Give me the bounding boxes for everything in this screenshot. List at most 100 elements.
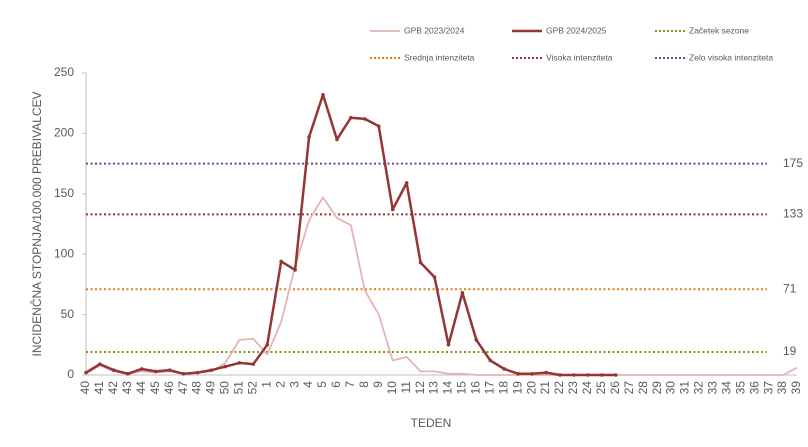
point bbox=[279, 259, 283, 264]
legend-label: Srednja intenziteta bbox=[404, 52, 475, 62]
x-tick-label: 38 bbox=[775, 381, 789, 395]
x-tick-label: 26 bbox=[608, 381, 622, 395]
x-tick-label: 45 bbox=[148, 381, 162, 395]
x-tick-label: 10 bbox=[385, 381, 399, 395]
series-line bbox=[85, 93, 616, 377]
threshold-label: 175 bbox=[783, 156, 803, 170]
point bbox=[418, 260, 423, 265]
x-tick-label: 31 bbox=[678, 381, 692, 395]
point bbox=[265, 343, 270, 347]
point bbox=[446, 343, 451, 347]
x-tick-label: 50 bbox=[218, 381, 232, 395]
x-tick-label: 29 bbox=[650, 381, 664, 395]
point bbox=[307, 135, 311, 139]
x-axis-title: TEDEN bbox=[411, 416, 452, 430]
x-tick-label: 17 bbox=[482, 381, 496, 395]
x-tick-label: 40 bbox=[78, 381, 92, 395]
x-tick-label: 37 bbox=[761, 381, 775, 395]
y-tick-label: 0 bbox=[67, 367, 74, 381]
point bbox=[558, 373, 562, 377]
x-tick-label: 13 bbox=[427, 381, 441, 395]
x-tick-label: 49 bbox=[204, 381, 218, 395]
legend-label: GPB 2023/2024 bbox=[404, 25, 465, 35]
threshold-label: 71 bbox=[783, 281, 797, 295]
x-tick-label: 28 bbox=[636, 381, 650, 395]
point bbox=[376, 124, 381, 128]
point bbox=[139, 367, 144, 371]
x-tick-label: 24 bbox=[580, 381, 594, 395]
x-tick-label: 14 bbox=[441, 381, 455, 395]
x-tick-label: 48 bbox=[190, 381, 204, 395]
x-tick-label: 23 bbox=[566, 381, 580, 395]
y-tick-label: 150 bbox=[54, 186, 74, 200]
point bbox=[237, 361, 242, 365]
legend-label: Začetek sezone bbox=[689, 25, 749, 35]
point bbox=[363, 117, 367, 121]
x-tick-label: 12 bbox=[413, 381, 427, 395]
x-tick-label: 11 bbox=[399, 381, 413, 394]
x-tick-label: 3 bbox=[287, 381, 301, 388]
x-tick-label: 32 bbox=[692, 381, 706, 395]
x-tick-label: 44 bbox=[134, 381, 148, 395]
x-tick-label: 41 bbox=[92, 381, 106, 395]
point bbox=[516, 371, 520, 376]
x-tick-label: 19 bbox=[510, 381, 524, 395]
x-tick-label: 52 bbox=[245, 381, 259, 395]
point bbox=[195, 370, 200, 375]
series-line bbox=[85, 196, 798, 376]
x-tick-label: 4 bbox=[301, 381, 315, 388]
point bbox=[209, 368, 214, 372]
point bbox=[572, 373, 576, 377]
x-tick-label: 16 bbox=[469, 381, 483, 395]
x-tick-label: 51 bbox=[232, 381, 246, 395]
x-tick-label: 7 bbox=[343, 381, 357, 388]
x-tick-label: 47 bbox=[176, 381, 190, 395]
point bbox=[98, 362, 102, 366]
y-axis-title: INCIDENČNA STOPNJA/100.000 PREBIVALCEV bbox=[29, 92, 44, 357]
point bbox=[223, 364, 228, 369]
x-tick-label: 1 bbox=[259, 381, 273, 388]
x-tick-label: 33 bbox=[706, 381, 720, 395]
point bbox=[84, 370, 88, 375]
point bbox=[349, 115, 353, 120]
point bbox=[293, 268, 297, 272]
x-tick-label: 35 bbox=[733, 381, 747, 395]
y-tick-label: 200 bbox=[54, 126, 74, 140]
point bbox=[321, 92, 325, 97]
point bbox=[181, 371, 186, 376]
x-tick-label: 20 bbox=[524, 381, 538, 395]
point bbox=[153, 369, 158, 374]
y-tick-label: 100 bbox=[54, 246, 74, 260]
point bbox=[474, 338, 479, 342]
point bbox=[613, 373, 618, 377]
x-tick-label: 36 bbox=[747, 381, 761, 395]
x-tick-label: 27 bbox=[622, 381, 636, 395]
x-tick-label: 22 bbox=[552, 381, 566, 395]
x-tick-label: 39 bbox=[789, 381, 803, 395]
point bbox=[126, 371, 130, 376]
x-tick-label: 2 bbox=[273, 381, 287, 388]
x-tick-label: 8 bbox=[357, 381, 371, 388]
x-tick-label: 21 bbox=[538, 381, 552, 395]
point bbox=[488, 358, 493, 363]
point bbox=[167, 368, 172, 372]
point bbox=[390, 207, 395, 212]
x-tick-label: 6 bbox=[329, 381, 343, 388]
legend-label: GPB 2024/2025 bbox=[546, 25, 607, 35]
point bbox=[251, 362, 256, 366]
x-tick-label: 5 bbox=[315, 381, 329, 388]
threshold-label: 19 bbox=[783, 344, 797, 358]
x-tick-label: 25 bbox=[594, 381, 608, 395]
point bbox=[460, 291, 465, 295]
x-tick-label: 30 bbox=[664, 381, 678, 395]
point bbox=[544, 370, 548, 375]
point bbox=[432, 275, 437, 279]
y-tick-label: 250 bbox=[54, 65, 74, 79]
point bbox=[335, 137, 339, 142]
x-tick-label: 46 bbox=[162, 381, 176, 395]
y-tick-label: 50 bbox=[61, 307, 75, 321]
x-tick-label: 18 bbox=[496, 381, 510, 395]
threshold-label: 133 bbox=[783, 207, 803, 221]
point bbox=[600, 373, 604, 377]
